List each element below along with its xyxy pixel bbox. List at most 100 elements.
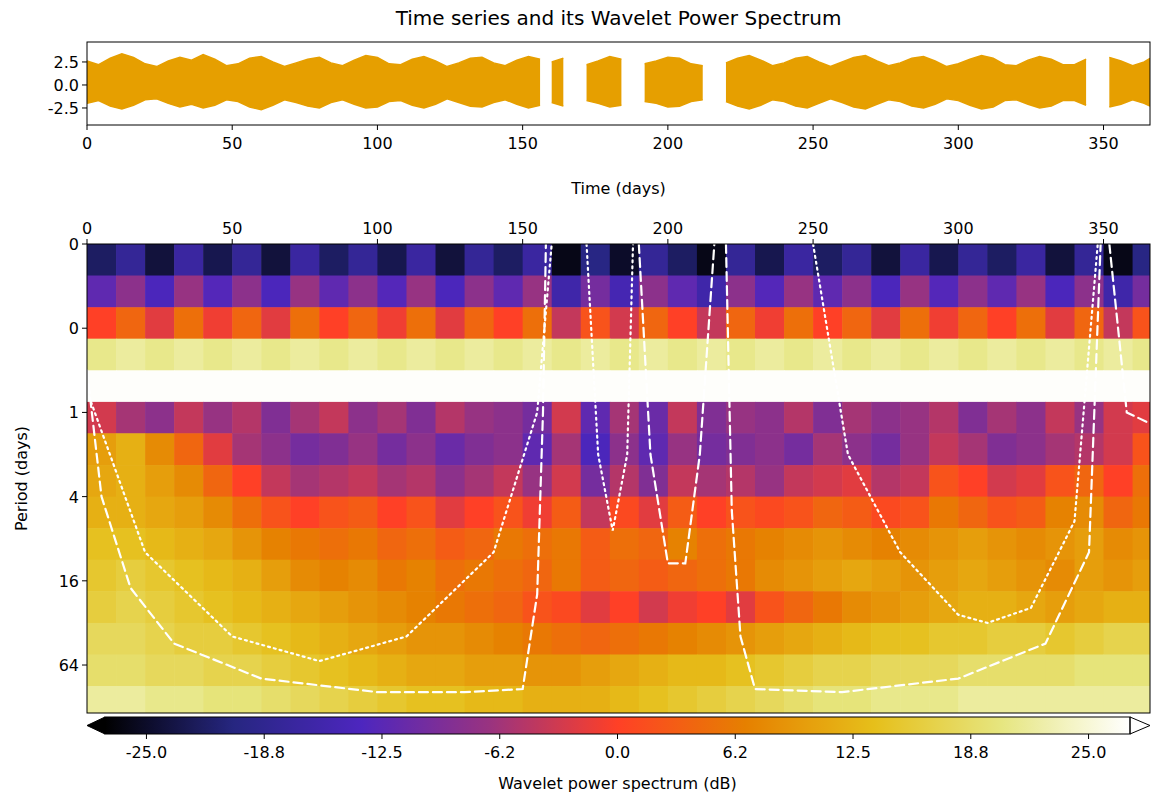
heatmap-cell: [1045, 465, 1075, 497]
heatmap-cell: [813, 528, 843, 560]
heatmap-cell: [1104, 402, 1134, 434]
heatmap-cell: [232, 276, 262, 308]
heatmap-cell: [406, 276, 436, 308]
heatmap-cell: [813, 339, 843, 371]
colorbar-tick-label: 25.0: [1071, 743, 1107, 762]
top-plot-marks: [87, 54, 1150, 110]
heatmap-cell: [668, 276, 698, 308]
heatmap-cell: [929, 465, 959, 497]
heatmap-cell: [261, 528, 291, 560]
heatmap-cell: [87, 339, 117, 371]
heatmap-cell: [348, 433, 378, 465]
heatmap-cell: [348, 465, 378, 497]
heatmap-cell: [929, 339, 959, 371]
heatmap-cell: [581, 276, 611, 308]
series-line: [87, 54, 1150, 67]
heatmap-cell: [871, 497, 901, 529]
heatmap-cell: [871, 244, 901, 276]
heatmap-cell: [1104, 528, 1134, 560]
heatmap-cell: [842, 276, 872, 308]
heatmap-cell: [581, 244, 611, 276]
heatmap-cell: [203, 560, 233, 592]
heatmap-cell: [726, 497, 756, 529]
heatmap-cell: [174, 654, 204, 686]
heatmap-cell: [610, 370, 640, 402]
y-tick-label: 16: [59, 572, 79, 591]
x-tick-label: 250: [798, 219, 829, 238]
heatmap-cell: [755, 433, 785, 465]
heatmap-cell: [958, 528, 988, 560]
heatmap-cell: [929, 307, 959, 339]
y-tick-label: 64: [59, 656, 79, 675]
heatmap-cell: [668, 654, 698, 686]
heatmap-cell: [784, 339, 814, 371]
heatmap-cell: [958, 244, 988, 276]
heatmap-cell: [348, 307, 378, 339]
x-tick: [813, 125, 814, 130]
x-tick-label: 350: [1088, 219, 1119, 238]
heatmap-cell: [1045, 654, 1075, 686]
heatmap-cell: [929, 623, 959, 655]
heatmap-cell: [290, 560, 320, 592]
heatmap-cell: [436, 244, 466, 276]
heatmap-cell: [232, 528, 262, 560]
heatmap-cell: [958, 402, 988, 434]
heatmap-cell: [1133, 654, 1150, 686]
x-tick-label: 50: [222, 219, 242, 238]
heatmap-cell: [842, 465, 872, 497]
heatmap-cell: [232, 591, 262, 623]
heatmap-cell: [406, 560, 436, 592]
heatmap-cell: [552, 528, 582, 560]
heatmap-cell: [465, 433, 495, 465]
heatmap-cell: [552, 497, 582, 529]
y-tick: [82, 412, 87, 413]
heatmap-cell: [1133, 591, 1150, 623]
heatmap-cell: [929, 591, 959, 623]
heatmap-cell: [1045, 433, 1075, 465]
heatmap-cell: [406, 339, 436, 371]
heatmap-cell: [1104, 497, 1134, 529]
heatmap-cell: [813, 497, 843, 529]
heatmap-cell: [552, 623, 582, 655]
heatmap-cell: [377, 497, 407, 529]
heatmap-cell: [1016, 654, 1046, 686]
heatmap-cell: [958, 591, 988, 623]
heatmap-cell: [145, 497, 175, 529]
heatmap-cell: [871, 465, 901, 497]
heatmap-cell: [348, 654, 378, 686]
colorbar: [105, 717, 1130, 734]
heatmap-cell: [348, 560, 378, 592]
x-tick: [958, 239, 959, 244]
heatmap-cell: [377, 244, 407, 276]
heatmap-cell: [1045, 560, 1075, 592]
y-tick-label: 0.0: [54, 76, 79, 95]
heatmap-cell: [871, 654, 901, 686]
heatmap-cell: [552, 591, 582, 623]
envelope-band: [587, 56, 622, 107]
heatmap-cell: [871, 433, 901, 465]
plot-frame: [87, 244, 1150, 713]
x-tick: [377, 239, 378, 244]
heatmap-cell: [639, 654, 669, 686]
heatmap-cell: [116, 339, 146, 371]
heatmap-cell: [813, 560, 843, 592]
heatmap-cell: [987, 560, 1017, 592]
heatmap-cell: [1133, 497, 1150, 529]
y-tick-label: 0: [69, 319, 79, 338]
heatmap-cell: [116, 402, 146, 434]
heatmap-cell: [406, 686, 436, 713]
heatmap-cell: [377, 370, 407, 402]
heatmap-cell: [610, 433, 640, 465]
heatmap-cell: [668, 339, 698, 371]
heatmap-cell: [1133, 244, 1150, 276]
heatmap-cell: [900, 339, 930, 371]
heatmap-cell: [465, 244, 495, 276]
heatmap-cell: [1016, 528, 1046, 560]
heatmap-cell: [406, 497, 436, 529]
heatmap-cell: [203, 654, 233, 686]
y-tick-label: 0: [69, 235, 79, 254]
heatmap-cell: [261, 433, 291, 465]
heatmap-cell: [377, 686, 407, 713]
heatmap-cell: [1104, 560, 1134, 592]
heatmap-cell: [929, 244, 959, 276]
